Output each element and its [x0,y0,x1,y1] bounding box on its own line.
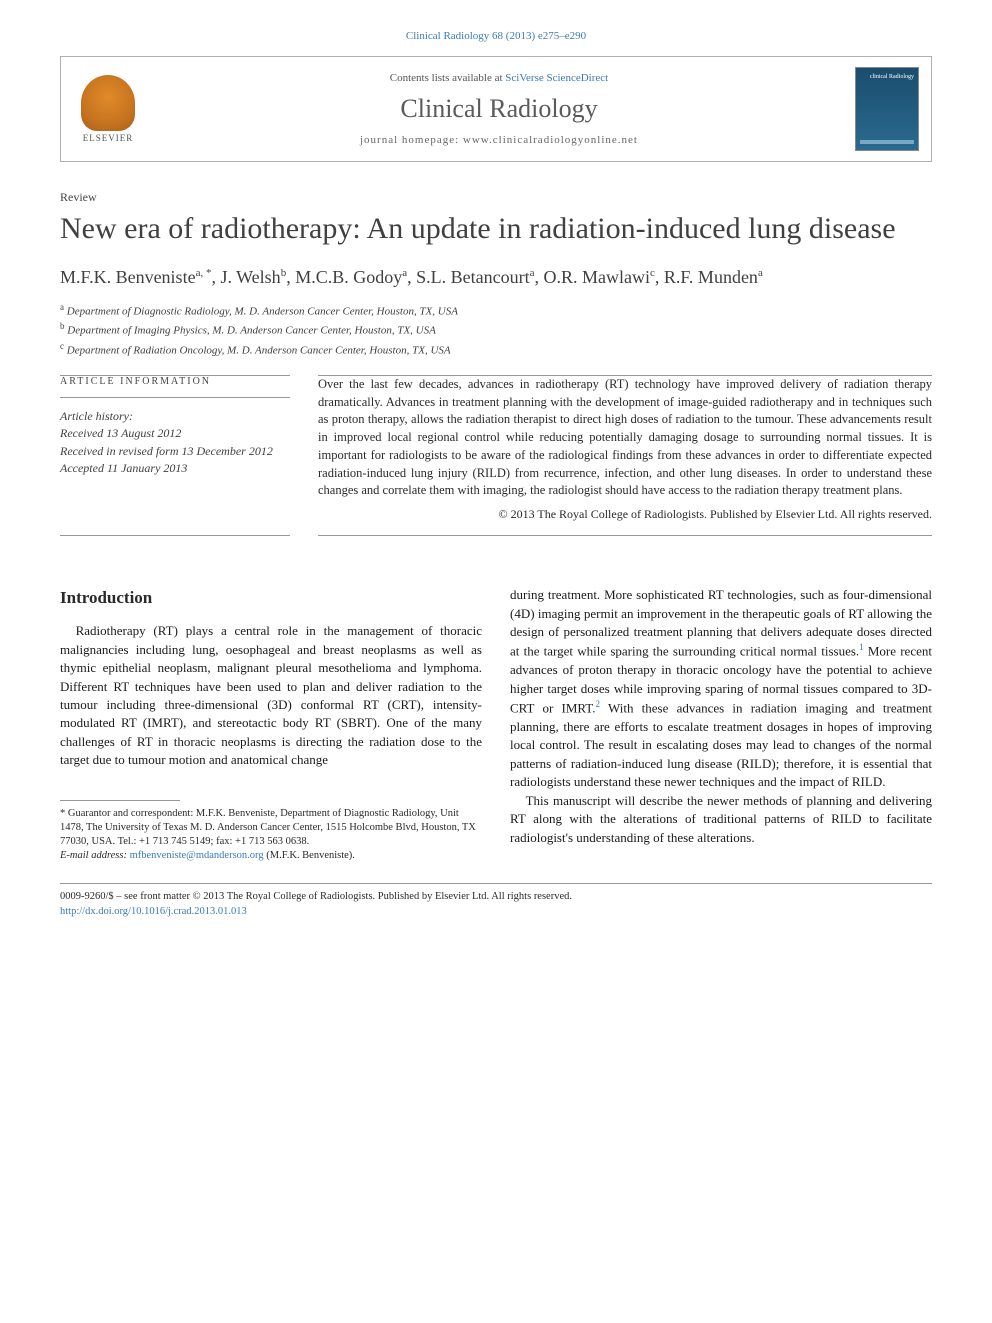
doi-link[interactable]: http://dx.doi.org/10.1016/j.crad.2013.01… [60,906,247,917]
revised-date: Received in revised form 13 December 201… [60,443,290,460]
author: M.F.K. Benvenistea, * [60,267,211,287]
correspondent-footnote: * Guarantor and correspondent: M.F.K. Be… [60,807,482,850]
author-list: M.F.K. Benvenistea, *, J. Welshb, M.C.B.… [60,265,932,289]
homepage-url[interactable]: www.clinicalradiologyonline.net [463,134,638,146]
footnote-rule [60,800,180,801]
elsevier-label: ELSEVIER [83,133,134,143]
accepted-date: Accepted 11 January 2013 [60,460,290,477]
elsevier-tree-icon [81,75,135,131]
affiliation: b Department of Imaging Physics, M. D. A… [60,320,932,339]
email-link[interactable]: mfbenveniste@mdanderson.org [130,850,264,861]
journal-reference: Clinical Radiology 68 (2013) e275–e290 [60,30,932,42]
journal-name: Clinical Radiology [159,94,839,124]
footnotes: * Guarantor and correspondent: M.F.K. Be… [60,807,482,864]
header-center: Contents lists available at SciVerse Sci… [159,72,839,146]
affiliations: a Department of Diagnostic Radiology, M.… [60,301,932,358]
author: S.L. Betancourta [416,267,534,287]
contents-prefix: Contents lists available at [390,72,505,84]
author: J. Welshb [220,267,286,287]
article-information: ARTICLE INFORMATION Article history: Rec… [60,376,290,523]
email-suffix: (M.F.K. Benveniste). [264,850,355,861]
copyright-line: © 2013 The Royal College of Radiologists… [318,506,932,523]
author: R.F. Mundena [664,267,763,287]
divider [60,397,290,398]
elsevier-logo[interactable]: ELSEVIER [73,69,143,149]
affiliation: c Department of Radiation Oncology, M. D… [60,340,932,359]
section-heading-introduction: Introduction [60,586,482,610]
author: O.R. Mawlawic [543,267,654,287]
front-matter-line: 0009-9260/$ – see front matter © 2013 Th… [60,890,932,905]
column-right: during treatment. More sophisticated RT … [510,586,932,863]
divider [318,535,932,536]
journal-homepage-line: journal homepage: www.clinicalradiologyo… [159,134,839,146]
article-type: Review [60,190,932,205]
divider [60,535,290,536]
intro-para1-col2: during treatment. More sophisticated RT … [510,586,932,792]
contents-available-line: Contents lists available at SciVerse Sci… [159,72,839,84]
article-info-heading: ARTICLE INFORMATION [60,376,290,387]
journal-header-box: ELSEVIER Contents lists available at Sci… [60,56,932,162]
cover-thumb-bar [860,140,914,144]
email-footnote: E-mail address: mfbenveniste@mdanderson.… [60,849,482,863]
article-history: Article history: Received 13 August 2012… [60,408,290,478]
history-label: Article history: [60,408,290,425]
affiliation: a Department of Diagnostic Radiology, M.… [60,301,932,320]
homepage-prefix: journal homepage: [360,134,463,146]
email-label: E-mail address: [60,850,130,861]
column-left: Introduction Radiotherapy (RT) plays a c… [60,586,482,863]
abstract: Over the last few decades, advances in r… [318,376,932,523]
received-date: Received 13 August 2012 [60,425,290,442]
author: M.C.B. Godoya [295,267,407,287]
bottom-bar: 0009-9260/$ – see front matter © 2013 Th… [60,883,932,919]
abstract-text: Over the last few decades, advances in r… [318,377,932,498]
article-title: New era of radiotherapy: An update in ra… [60,211,932,247]
cover-thumb-title: clinical Radiology [870,74,914,81]
intro-para2: This manuscript will describe the newer … [510,792,932,847]
intro-para1-col1: Radiotherapy (RT) plays a central role i… [60,622,482,770]
journal-cover-thumbnail[interactable]: clinical Radiology [855,67,919,151]
sciencedirect-link[interactable]: SciVerse ScienceDirect [505,72,608,84]
body-columns: Introduction Radiotherapy (RT) plays a c… [60,586,932,863]
